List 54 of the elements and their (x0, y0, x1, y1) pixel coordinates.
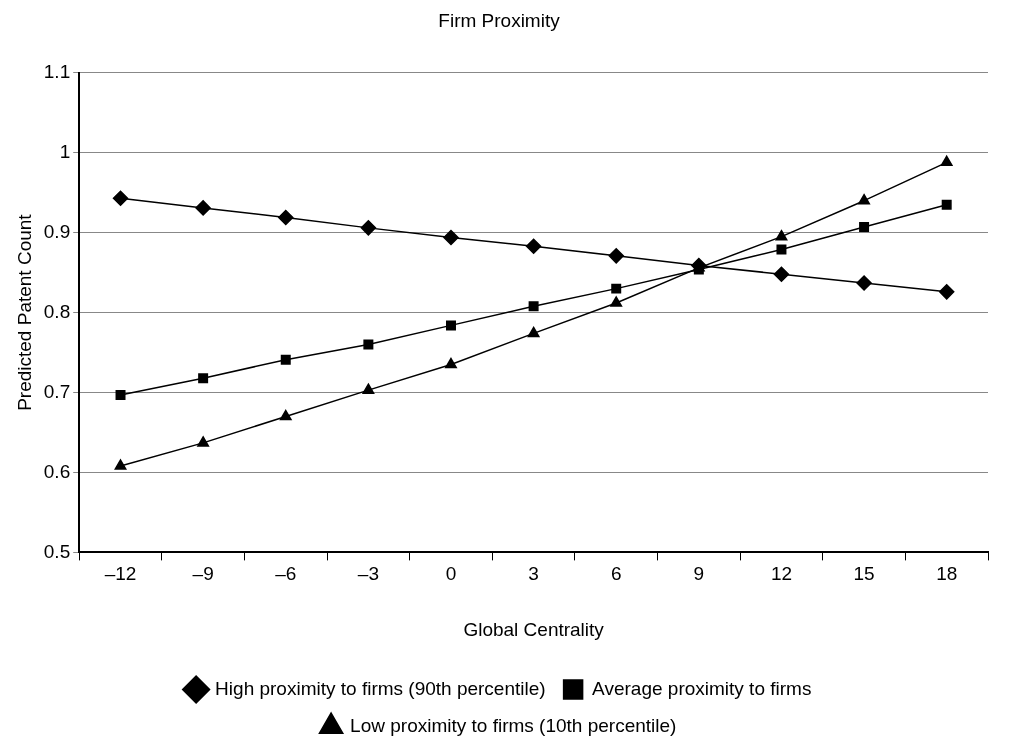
x-tick-label: 6 (610, 563, 622, 585)
point (278, 209, 294, 226)
point (856, 275, 872, 291)
point (279, 409, 292, 421)
point (528, 301, 539, 312)
point (858, 193, 871, 205)
point (197, 436, 210, 447)
y-tick-label: 0.6 (43, 460, 71, 482)
point (362, 383, 375, 394)
y-tick-label: 0.8 (43, 300, 71, 322)
x-tick-label: –3 (357, 563, 379, 585)
legend-label: Average proximity to firms (592, 677, 812, 699)
point (360, 220, 377, 236)
point (195, 200, 211, 216)
point (611, 283, 622, 294)
point (940, 155, 953, 167)
point (112, 190, 129, 207)
x-tick-label: 9 (693, 563, 705, 585)
point (443, 229, 459, 246)
x-tick-label: –12 (104, 563, 137, 585)
point (363, 339, 374, 350)
x-tick-label: 15 (853, 563, 875, 585)
legend-label: Low proximity to firms (10th percentile) (350, 714, 677, 736)
y-tick-label: 0.9 (43, 220, 71, 242)
point (280, 354, 291, 365)
x-axis-title: Global Centrality (463, 618, 605, 640)
legend-label: High proximity to firms (90th percentile) (215, 677, 546, 699)
point (610, 296, 623, 307)
point (525, 238, 542, 255)
y-tick-label: 0.5 (43, 540, 71, 562)
x-tick-label: 18 (936, 563, 958, 585)
point (114, 459, 127, 470)
y-tick-label: 1 (59, 140, 71, 162)
point (115, 389, 126, 400)
x-tick-label: 3 (528, 563, 539, 585)
x-tick-label: 0 (445, 563, 457, 585)
point (446, 320, 456, 331)
point (941, 199, 952, 210)
chart-title: Firm Proximity (438, 9, 561, 31)
point (608, 248, 624, 264)
point (773, 266, 790, 282)
y-axis-title: Predicted Patent Count (13, 213, 35, 411)
y-tick-label: 0.7 (43, 380, 71, 402)
x-tick-label: –9 (192, 563, 214, 585)
point (938, 284, 955, 300)
point (859, 222, 870, 233)
x-tick-label: 12 (770, 563, 793, 585)
point (775, 229, 788, 241)
point (527, 326, 540, 338)
point (776, 244, 787, 255)
point (445, 357, 457, 369)
x-tick-label: –6 (275, 563, 297, 585)
y-tick-label: 1.1 (43, 61, 71, 83)
point (198, 373, 209, 384)
